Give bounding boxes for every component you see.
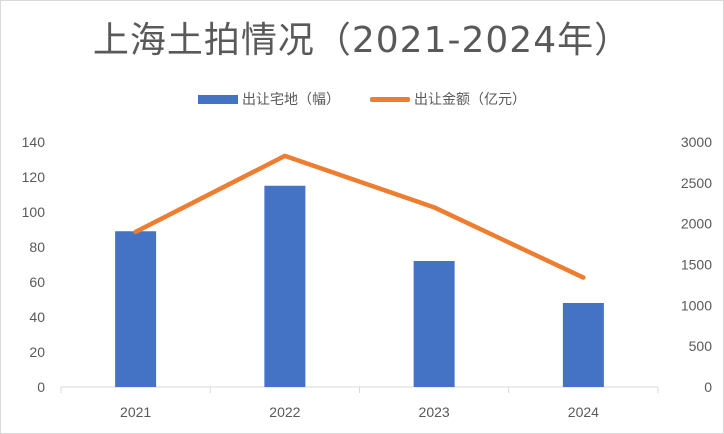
y-left-tick-label: 80 [29,239,45,255]
chart-title: 上海土拍情况（2021-2024年） [92,20,632,61]
legend-swatch-bar [198,94,238,104]
x-tick-label: 2022 [269,404,300,420]
line-series [133,153,586,280]
y-left-tick-label: 0 [37,379,45,395]
y-right-tick-label: 500 [689,338,713,354]
legend-label-line: 出让金额（亿元） [414,92,526,108]
y-right-tick-label: 2000 [681,216,712,232]
y-right-tick-label: 3000 [681,134,712,150]
x-tick-label: 2021 [120,404,151,420]
line-point [135,231,137,233]
x-tick-label: 2023 [419,404,450,420]
y-left-tick-label: 100 [22,204,46,220]
bar [562,303,604,387]
y-right-tick-label: 2500 [681,175,712,191]
line-point [582,277,584,279]
bar [264,185,306,387]
y-left-tick-label: 40 [29,309,45,325]
y-left-tick-label: 120 [22,169,46,185]
legend-item-bar: 出让宅地（幅） [198,89,340,109]
legend-item-line: 出让金额（亿元） [370,89,526,109]
x-tick-label: 2024 [568,404,599,420]
line-point [433,206,435,208]
y-left-tick-label: 20 [29,344,45,360]
y-right-tick-label: 0 [704,379,712,395]
y-left-tick-label: 60 [29,274,45,290]
y-right-tick-label: 1500 [681,257,712,273]
legend-swatch-line [370,96,410,102]
y-left-tick-label: 140 [22,134,46,150]
bar [413,261,455,387]
y-right-tick-label: 1000 [681,297,712,313]
line-point [284,155,286,157]
legend: 出让宅地（幅） 出让金额（亿元） [1,89,723,109]
bar [115,231,157,387]
legend-label-bar: 出让宅地（幅） [242,92,340,108]
